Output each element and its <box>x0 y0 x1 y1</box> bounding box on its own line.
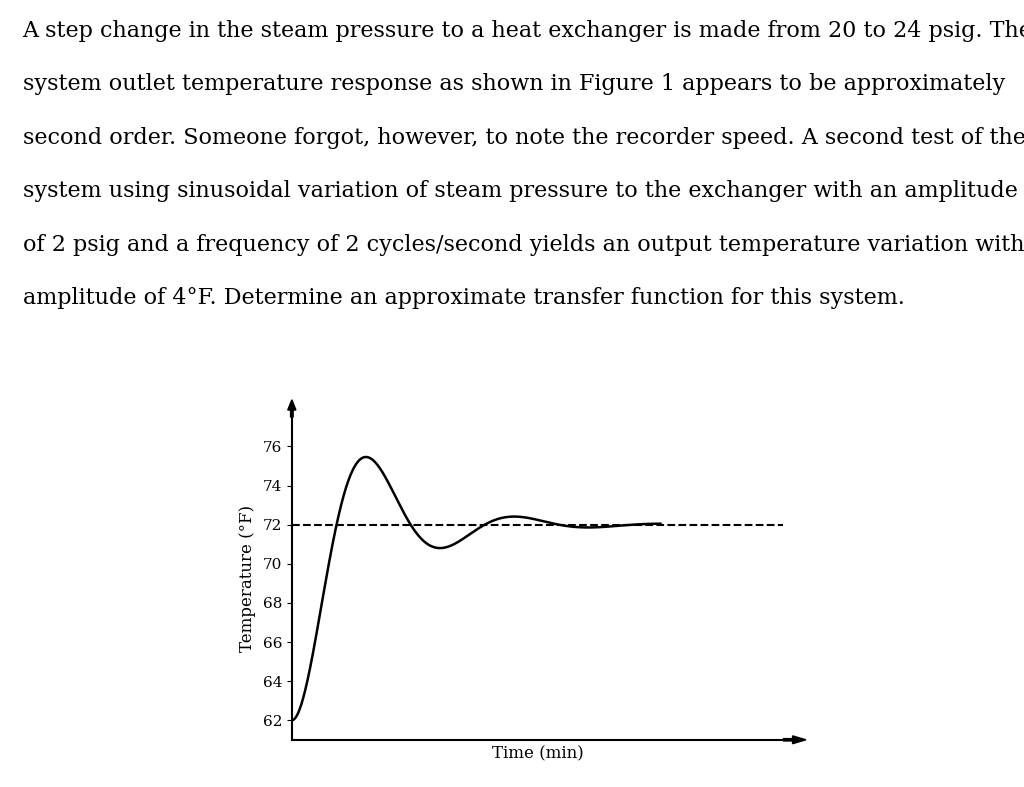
Text: of 2 psig and a frequency of 2 cycles/second yields an output temperature variat: of 2 psig and a frequency of 2 cycles/se… <box>23 234 1024 256</box>
Y-axis label: Temperature (°F): Temperature (°F) <box>239 505 256 652</box>
Text: A step change in the steam pressure to a heat exchanger is made from 20 to 24 ps: A step change in the steam pressure to a… <box>23 20 1024 42</box>
Text: system using sinusoidal variation of steam pressure to the exchanger with an amp: system using sinusoidal variation of ste… <box>23 180 1018 202</box>
Text: second order. Someone forgot, however, to note the recorder speed. A second test: second order. Someone forgot, however, t… <box>23 127 1024 149</box>
Text: system outlet temperature response as shown in Figure 1 appears to be approximat: system outlet temperature response as sh… <box>23 73 1005 95</box>
X-axis label: Time (min): Time (min) <box>492 745 584 763</box>
Text: amplitude of 4°F. Determine an approximate transfer function for this system.: amplitude of 4°F. Determine an approxima… <box>23 287 904 309</box>
